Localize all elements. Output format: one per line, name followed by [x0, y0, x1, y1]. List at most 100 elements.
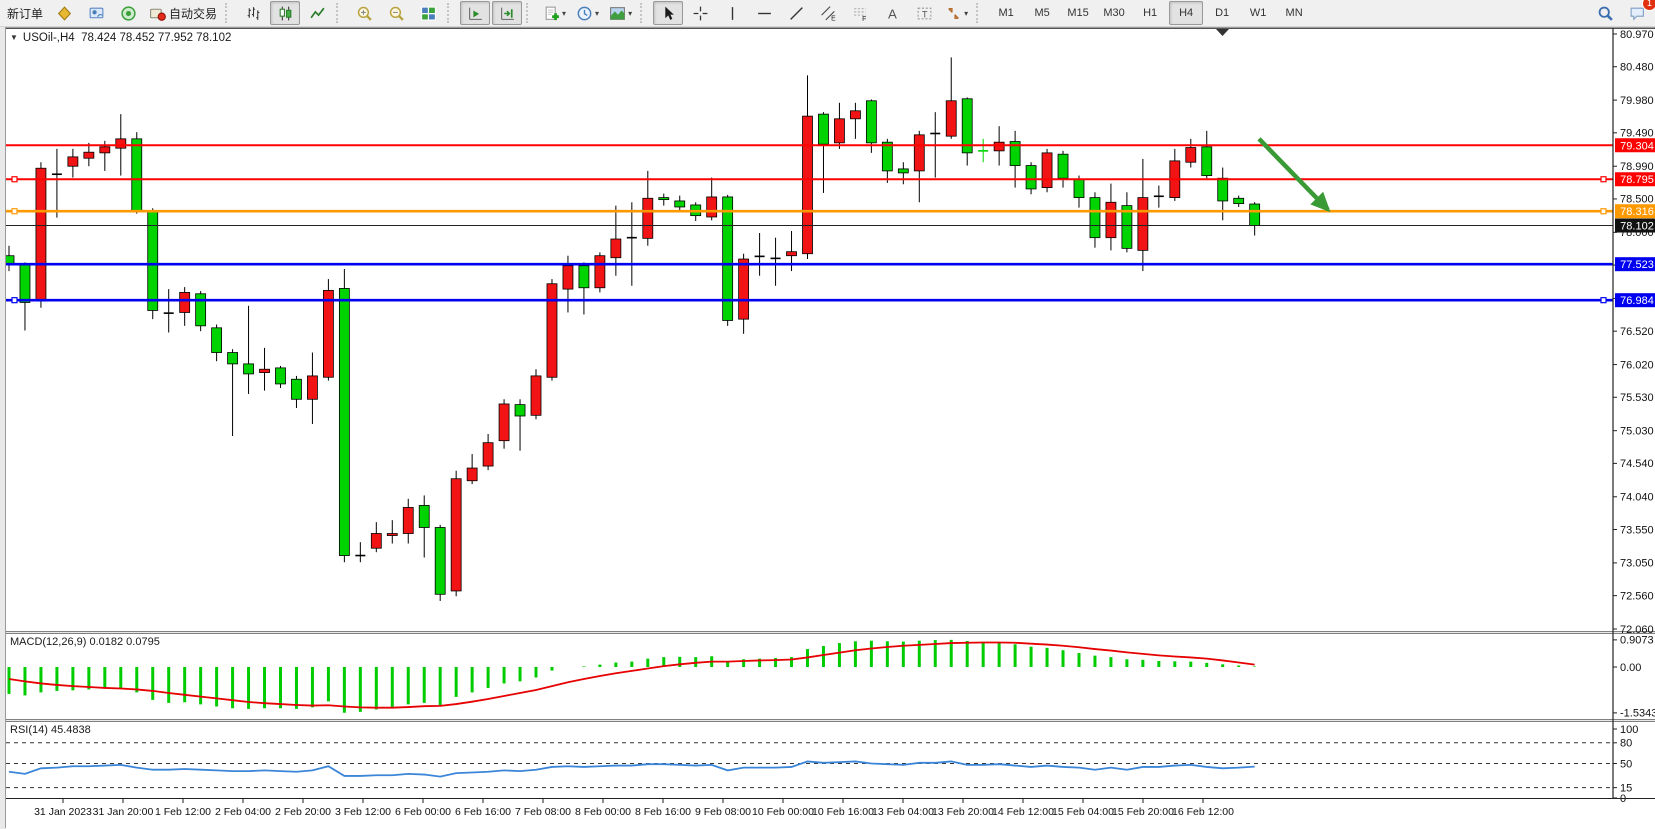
vertical-line-button[interactable]: [717, 1, 747, 25]
dropdown-caret-icon[interactable]: ▾: [628, 8, 633, 18]
chart-window[interactable]: ▼ USOil-,H4 78.424 78.452 77.952 78.102 M…: [5, 27, 1655, 829]
notifications-button[interactable]: [1622, 1, 1652, 25]
market-watch-button[interactable]: [49, 1, 79, 25]
zoom-in-button[interactable]: [349, 1, 379, 25]
timeframe-button-d1[interactable]: D1: [1215, 7, 1230, 19]
line-price-label-text: 78.316: [1620, 206, 1654, 218]
candle-body: [115, 138, 127, 149]
data-window-button[interactable]: [81, 1, 111, 25]
navigator-button[interactable]: [113, 1, 143, 25]
line-handle[interactable]: [1600, 176, 1607, 183]
candle-body: [818, 113, 829, 145]
line-handle[interactable]: [11, 297, 18, 304]
horizontal-line-button[interactable]: [749, 1, 779, 25]
timeframe-button-m30[interactable]: M30: [1103, 7, 1125, 19]
tile-windows-button[interactable]: [413, 1, 443, 25]
auto-scroll-button[interactable]: [460, 1, 491, 25]
text-button[interactable]: A: [877, 1, 907, 25]
line-chart-button[interactable]: [302, 1, 332, 25]
chat-icon: [1630, 7, 1644, 21]
dropdown-caret-icon[interactable]: ▾: [562, 8, 567, 18]
line-handle[interactable]: [11, 208, 18, 215]
arrow-drawing-object[interactable]: [1257, 137, 1331, 213]
price-tick-label: 75.030: [1620, 425, 1654, 437]
candle-body: [897, 168, 909, 174]
timeframe-button-w1[interactable]: W1: [1249, 7, 1267, 19]
timeframe-button-mn[interactable]: MN: [1285, 7, 1303, 19]
bar-chart-button[interactable]: [238, 1, 268, 25]
navigator-icon: [120, 5, 136, 21]
text-label-button[interactable]: T: [909, 1, 939, 25]
candle-body: [195, 293, 207, 327]
candle-body: [131, 138, 143, 212]
line-handle[interactable]: [1600, 297, 1607, 304]
candle-body: [370, 533, 382, 549]
time-tick-label: 16 Feb 12:00: [1172, 806, 1234, 818]
templates-button[interactable]: ▾: [605, 1, 636, 25]
auto-scroll-icon: [468, 7, 482, 20]
candlestick-chart-button[interactable]: [270, 1, 301, 25]
cursor-icon: [664, 6, 674, 20]
notifications-area[interactable]: 1: [1621, 0, 1655, 25]
line-price-label-text: 77.523: [1620, 259, 1654, 271]
time-tick-label: 6 Feb 16:00: [455, 806, 511, 818]
new-order-button[interactable]: 新订单: [3, 1, 47, 25]
crosshair-button[interactable]: [685, 1, 715, 25]
data-window-icon: [89, 7, 103, 18]
periods-button[interactable]: ▾: [572, 1, 603, 25]
dropdown-caret-icon[interactable]: ▾: [595, 8, 600, 18]
macd-tick-label: 0.9073: [1620, 635, 1654, 647]
price-tick-label: 78.500: [1620, 194, 1654, 206]
timeframe-button-h4[interactable]: H4: [1169, 1, 1204, 25]
price-scale[interactable]: [1613, 28, 1655, 798]
line-price-label-text: 79.304: [1620, 140, 1654, 152]
candle-body: [227, 352, 238, 365]
arrows-button[interactable]: ▾: [941, 1, 972, 25]
timeframe-button-h1[interactable]: H1: [1143, 7, 1158, 19]
text-icon: A: [888, 6, 897, 21]
candle-body: [1201, 146, 1213, 176]
time-scale[interactable]: [6, 798, 1613, 828]
equidistant-channel-button[interactable]: E: [813, 1, 843, 25]
line-price-label: [1615, 257, 1655, 272]
search-button[interactable]: [1590, 1, 1620, 25]
chart-shift-button[interactable]: [492, 1, 523, 25]
candle-body: [1009, 141, 1021, 166]
candle-body: [1185, 147, 1197, 163]
timeframe-button-m15[interactable]: M15: [1067, 7, 1089, 19]
fibo-icon: F: [853, 7, 866, 22]
channel-icon: E: [820, 5, 836, 22]
line-handle[interactable]: [1600, 208, 1607, 215]
candle-body: [1105, 201, 1117, 239]
price-tick-label: 76.520: [1620, 326, 1654, 338]
chart-shift-marker[interactable]: [1216, 29, 1229, 36]
time-tick-label: 9 Feb 08:00: [695, 806, 751, 818]
line-handle[interactable]: [11, 176, 18, 183]
rsi-tick-label: 100: [1620, 724, 1638, 736]
candle-body: [1057, 153, 1069, 179]
timeframe-button-m1[interactable]: M1: [998, 7, 1014, 19]
candle-body: [275, 367, 286, 385]
zoom-in-icon: [357, 6, 372, 21]
chart-canvas[interactable]: 80.97080.48079.98079.49078.99078.50078.0…: [6, 28, 1655, 829]
new-chart-button[interactable]: ▾: [539, 1, 570, 25]
time-tick-label: 10 Feb 16:00: [812, 806, 874, 818]
candle-body: [1089, 197, 1101, 239]
pane-separator[interactable]: [6, 631, 1655, 634]
cursor-button[interactable]: [653, 1, 684, 25]
time-tick-label: 8 Feb 00:00: [575, 806, 631, 818]
time-tick-label: 8 Feb 16:00: [635, 806, 691, 818]
candle-body: [498, 403, 510, 442]
autotrading-button[interactable]: 自动交易: [145, 1, 221, 25]
candle-body: [802, 115, 813, 255]
zoom-out-button[interactable]: [381, 1, 411, 25]
dropdown-caret-icon[interactable]: ▾: [964, 8, 969, 18]
timeframe-button-m5[interactable]: M5: [1034, 7, 1050, 19]
pane-separator[interactable]: [6, 719, 1655, 722]
fibonacci-button[interactable]: F: [845, 1, 875, 25]
candle-body: [6, 255, 15, 265]
candle-body: [386, 533, 398, 536]
price-tick-label: 73.050: [1620, 558, 1654, 570]
trendline-button[interactable]: [781, 1, 811, 25]
toolbar-separator: [225, 3, 234, 23]
